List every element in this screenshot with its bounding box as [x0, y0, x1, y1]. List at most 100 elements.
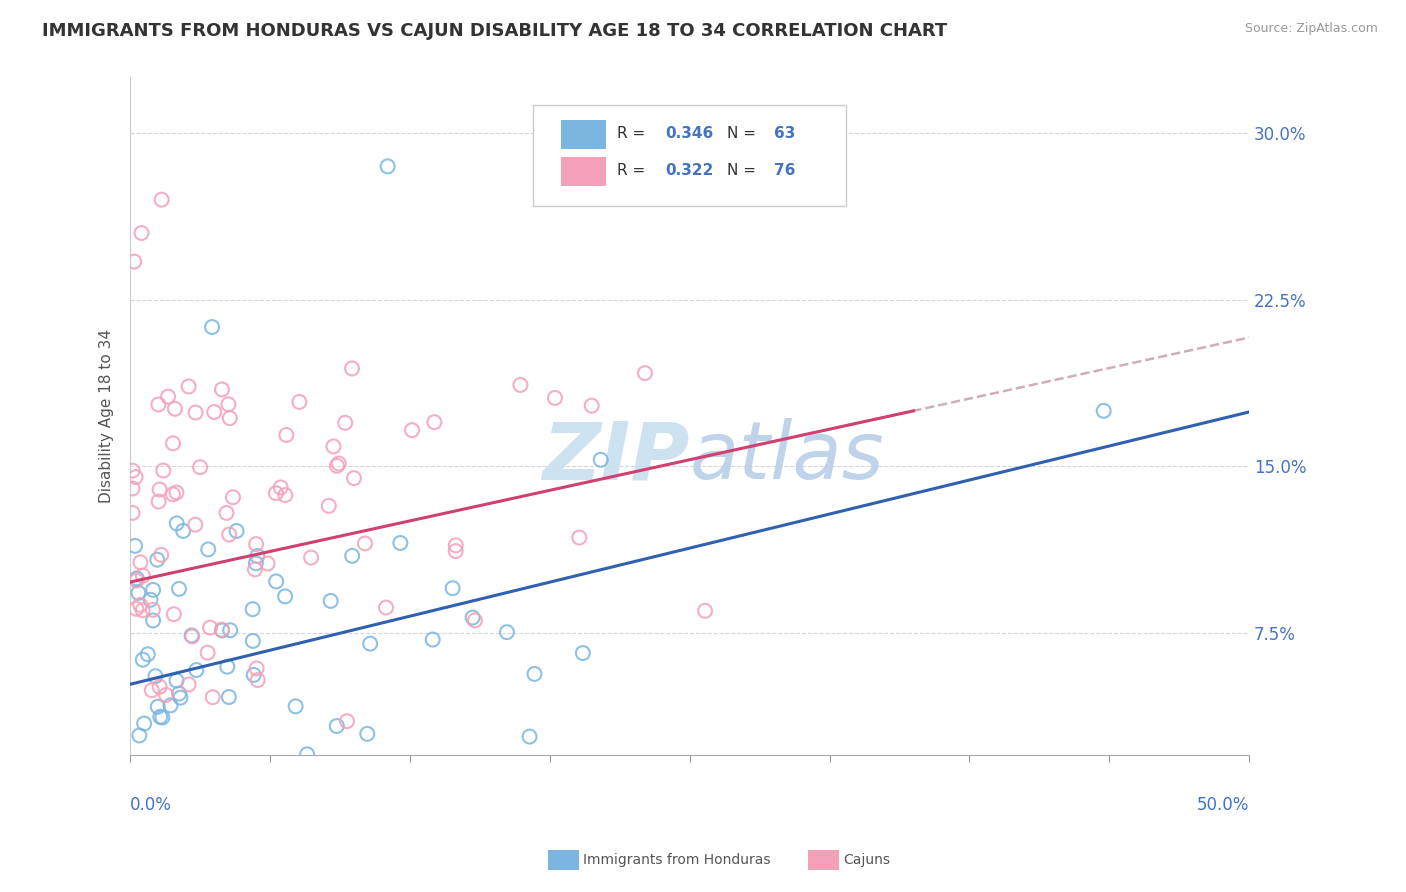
Point [588, 771, 610, 785]
Point [276, 428, 298, 442]
Point [340, 549, 363, 563]
Point [256, 557, 278, 571]
Point [444, 544, 467, 558]
Point [150, 193, 173, 207]
Point [169, 690, 191, 705]
Text: R =: R = [617, 163, 650, 178]
Point [172, 524, 194, 538]
Point [167, 582, 190, 596]
Point [225, 524, 247, 538]
Text: IMMIGRANTS FROM HONDURAS VS CAJUN DISABILITY AGE 18 TO 34 CORRELATION CHART: IMMIGRANTS FROM HONDURAS VS CAJUN DISABI… [42, 22, 948, 40]
Point [389, 536, 412, 550]
Text: 63: 63 [773, 126, 794, 141]
Point [150, 548, 173, 562]
Point [211, 624, 233, 638]
Point [328, 457, 350, 471]
Point [159, 698, 181, 713]
Point [150, 710, 173, 724]
Point [124, 539, 146, 553]
Point [148, 398, 170, 412]
Point [401, 423, 423, 437]
Point [215, 506, 238, 520]
Point [274, 488, 297, 502]
Point [242, 602, 264, 616]
Y-axis label: Disability Age 18 to 34: Disability Age 18 to 34 [100, 329, 114, 503]
Point [523, 667, 546, 681]
Point [318, 499, 340, 513]
Point [149, 710, 172, 724]
Text: R =: R = [617, 126, 650, 141]
Text: 0.346: 0.346 [665, 126, 713, 141]
Point [141, 683, 163, 698]
Point [148, 494, 170, 508]
Point [375, 600, 398, 615]
Point [125, 770, 148, 784]
Point [121, 464, 143, 478]
Text: Immigrants from Honduras: Immigrants from Honduras [583, 853, 770, 867]
Point [163, 607, 186, 622]
Point [145, 669, 167, 683]
Point [129, 598, 152, 612]
Point [177, 677, 200, 691]
Point [149, 680, 172, 694]
Point [239, 771, 262, 785]
Text: N =: N = [727, 126, 761, 141]
Point [125, 574, 148, 588]
Point [246, 661, 269, 675]
Text: 50.0%: 50.0% [1197, 796, 1249, 814]
Text: N =: N = [727, 163, 761, 178]
Point [146, 699, 169, 714]
Point [274, 590, 297, 604]
Point [222, 490, 245, 504]
Point [166, 673, 188, 688]
Point [211, 383, 233, 397]
Point [142, 614, 165, 628]
Point [197, 542, 219, 557]
Point [202, 405, 225, 419]
Point [496, 625, 519, 640]
Point [142, 582, 165, 597]
Point [423, 415, 446, 429]
Point [125, 601, 148, 615]
Point [295, 747, 318, 762]
Point [149, 483, 172, 497]
Point [319, 594, 342, 608]
Point [181, 629, 204, 643]
Point [167, 687, 190, 701]
Point [217, 397, 239, 411]
Point [299, 550, 322, 565]
Point [131, 226, 153, 240]
Point [155, 688, 177, 702]
Point [243, 562, 266, 576]
Point [131, 771, 153, 785]
Point [218, 527, 240, 541]
Point [129, 555, 152, 569]
Point [461, 610, 484, 624]
Text: 0.322: 0.322 [665, 163, 713, 178]
Point [122, 254, 145, 268]
Text: Source: ZipAtlas.com: Source: ZipAtlas.com [1244, 22, 1378, 36]
Point [377, 159, 399, 173]
Point [188, 460, 211, 475]
Point [581, 399, 603, 413]
Point [134, 716, 156, 731]
Point [242, 668, 264, 682]
Point [693, 604, 716, 618]
Point [184, 517, 207, 532]
Point [245, 537, 267, 551]
Point [218, 411, 240, 425]
Point [336, 714, 359, 728]
Point [132, 653, 155, 667]
Point [519, 730, 541, 744]
Point [444, 538, 467, 552]
Point [132, 568, 155, 582]
Point [284, 699, 307, 714]
Point [184, 405, 207, 419]
Bar [561, 157, 606, 186]
Point [211, 623, 233, 637]
Point [340, 361, 363, 376]
Text: 76: 76 [773, 163, 794, 178]
FancyBboxPatch shape [533, 104, 846, 206]
Point [464, 613, 486, 627]
Point [128, 729, 150, 743]
